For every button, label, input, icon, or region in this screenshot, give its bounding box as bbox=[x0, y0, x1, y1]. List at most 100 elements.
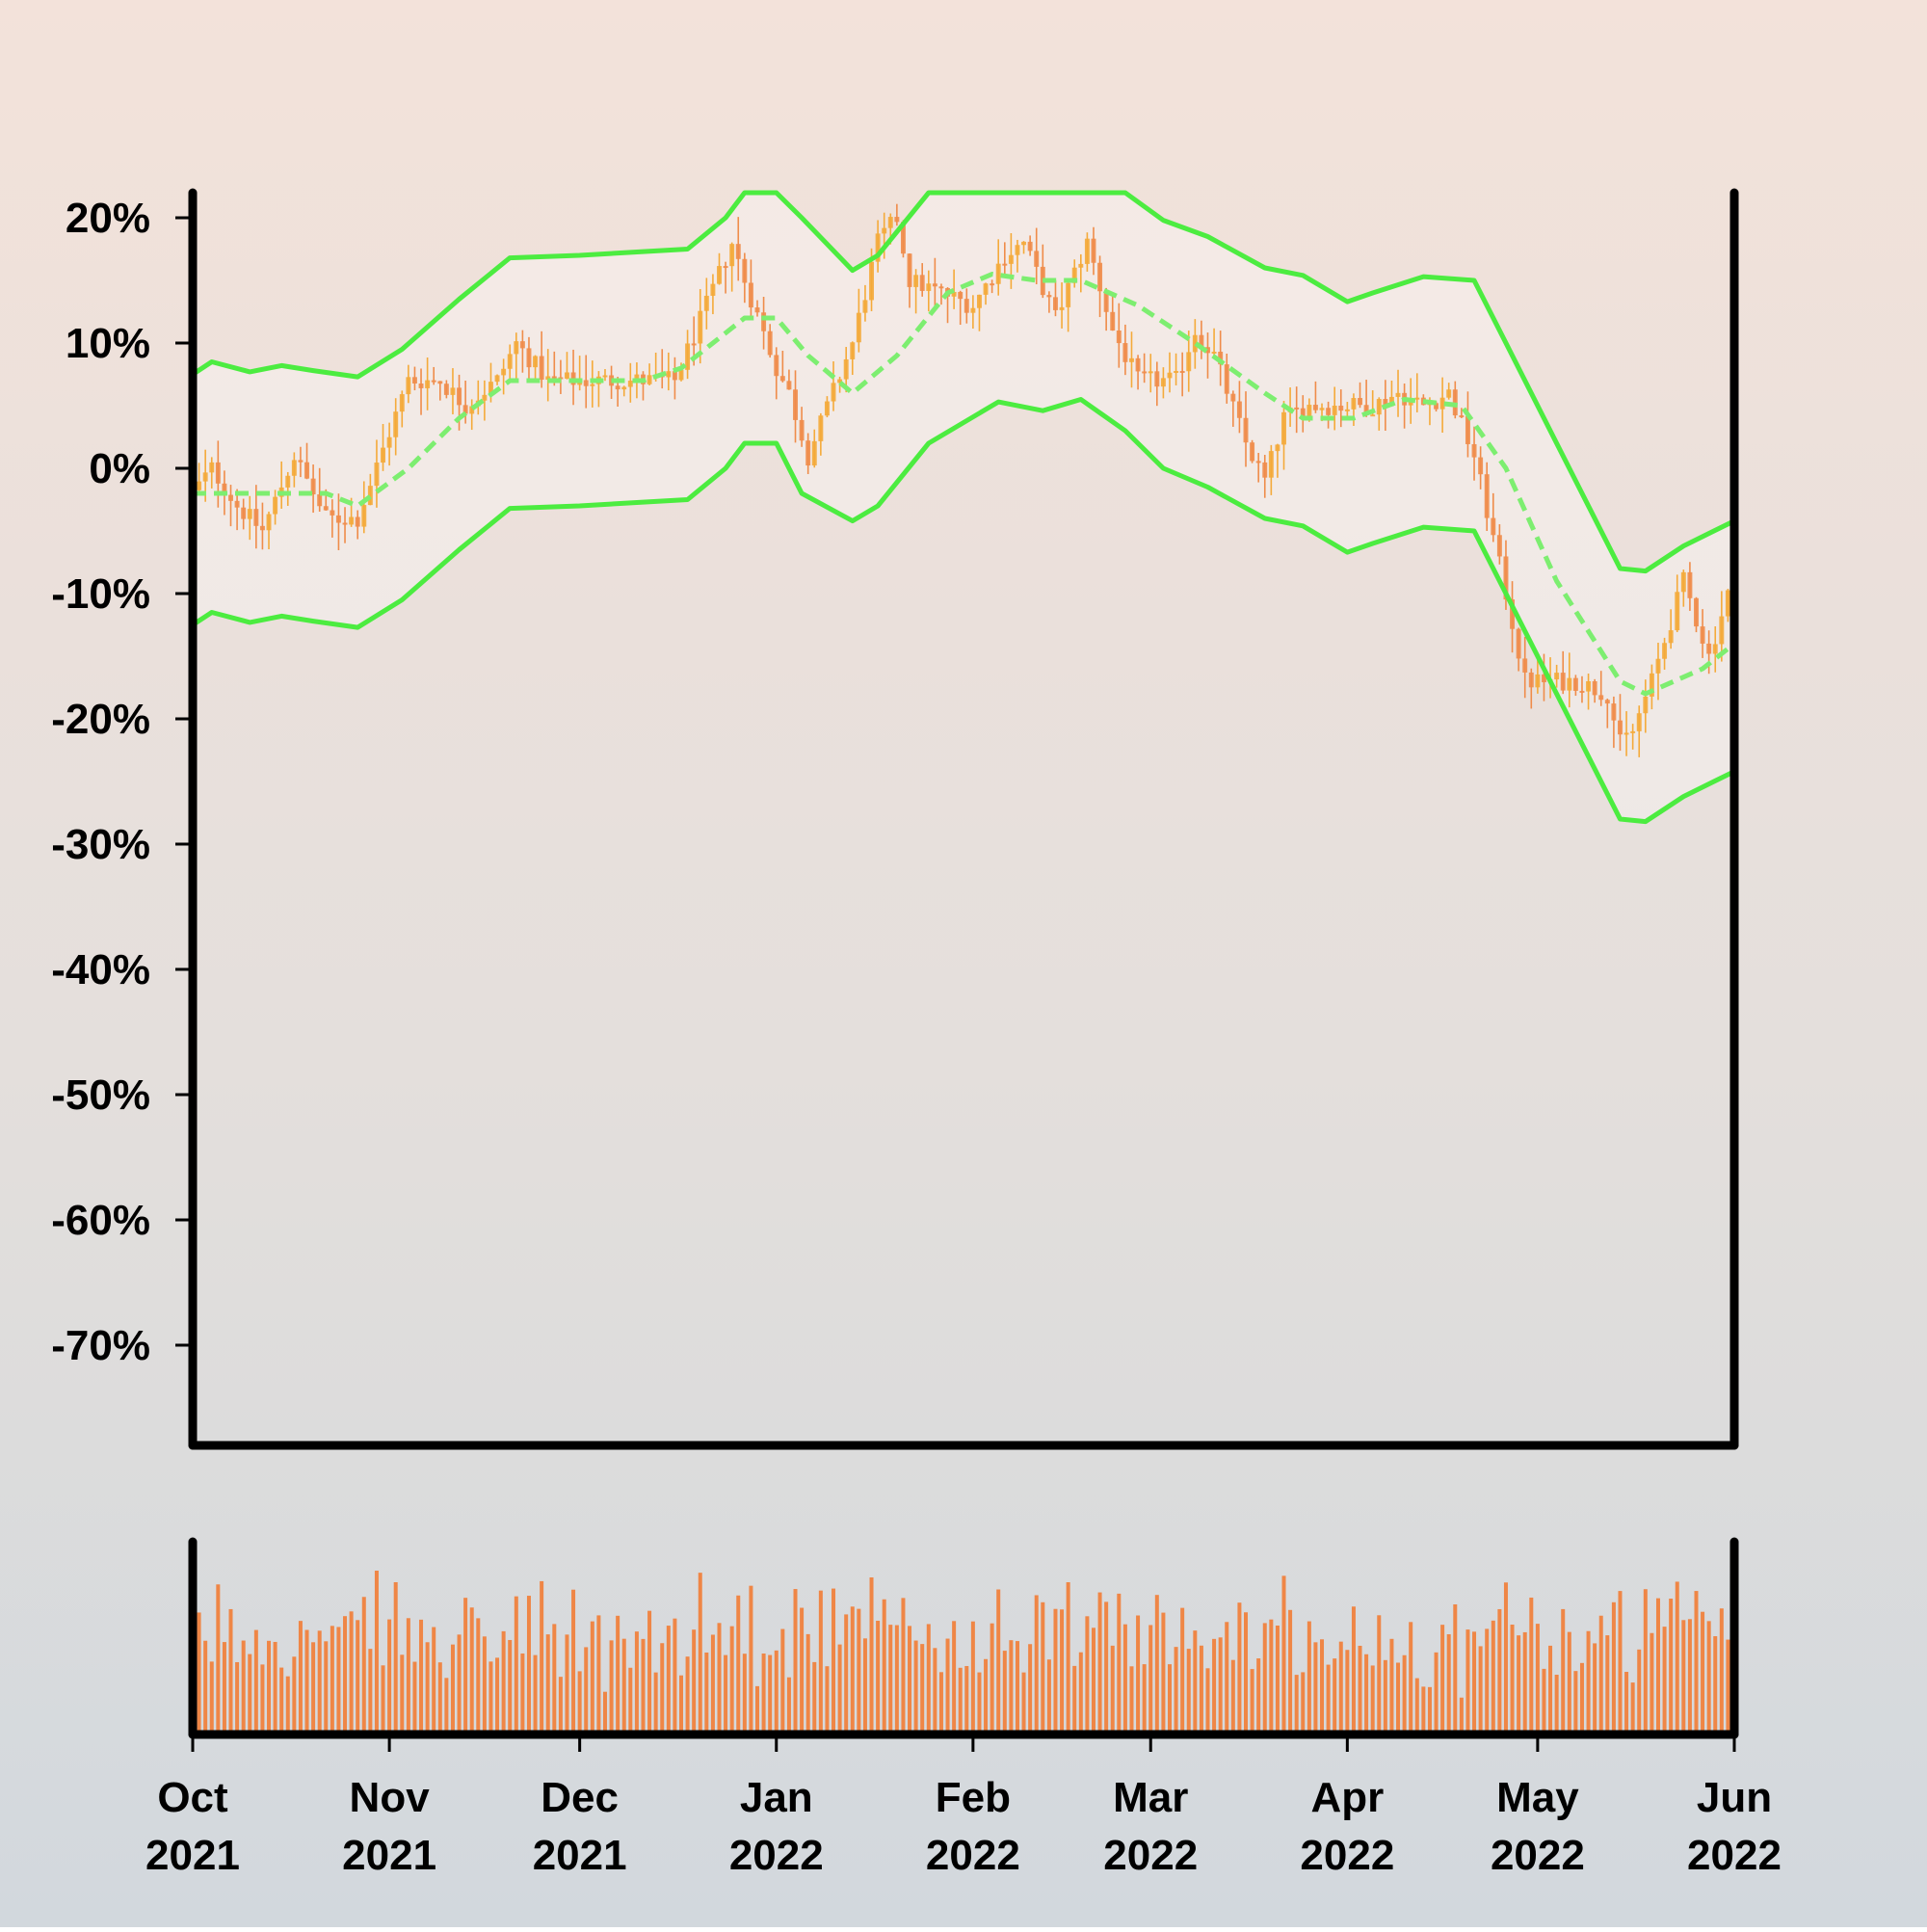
volume-bar bbox=[1389, 1638, 1394, 1734]
candle bbox=[1687, 562, 1693, 611]
candle bbox=[361, 481, 367, 534]
x-tick-month: Apr bbox=[1310, 1774, 1384, 1821]
volume-bar bbox=[1015, 1641, 1019, 1734]
volume-bar bbox=[1294, 1675, 1299, 1734]
candle bbox=[519, 330, 525, 373]
candle bbox=[367, 473, 373, 506]
volume-bar bbox=[304, 1629, 309, 1734]
volume-bar bbox=[469, 1607, 474, 1734]
candle bbox=[1623, 711, 1629, 756]
candle bbox=[1586, 674, 1592, 710]
candle bbox=[1510, 581, 1516, 653]
y-tick-label: -10% bbox=[51, 570, 150, 618]
x-tick-month: Dec bbox=[541, 1774, 619, 1821]
candle bbox=[1535, 656, 1541, 694]
volume-bar bbox=[1009, 1640, 1014, 1734]
volume-bar bbox=[1307, 1621, 1311, 1734]
volume-bar bbox=[393, 1582, 398, 1734]
volume-bar bbox=[1427, 1686, 1432, 1734]
candle bbox=[1604, 698, 1610, 728]
volume-bar bbox=[267, 1640, 272, 1734]
candle bbox=[1192, 319, 1198, 369]
volume-bar bbox=[488, 1661, 493, 1734]
candle bbox=[1312, 381, 1318, 413]
volume-bar bbox=[1225, 1622, 1229, 1734]
candle bbox=[1275, 443, 1280, 478]
volume-bar bbox=[1199, 1645, 1203, 1734]
volume-bar bbox=[253, 1629, 258, 1734]
candle bbox=[1694, 596, 1699, 633]
candle bbox=[381, 424, 385, 471]
volume-bar bbox=[1262, 1623, 1267, 1734]
candle bbox=[514, 332, 519, 381]
candle bbox=[1471, 426, 1477, 481]
candle bbox=[875, 220, 881, 273]
volume-bar bbox=[1193, 1630, 1198, 1734]
candle bbox=[1528, 668, 1534, 709]
volume-bar bbox=[1021, 1672, 1026, 1734]
candle bbox=[824, 396, 830, 418]
volume-bar bbox=[1205, 1668, 1210, 1734]
volume-bar bbox=[368, 1649, 373, 1734]
volume-bar bbox=[361, 1597, 366, 1734]
volume-bar bbox=[381, 1665, 385, 1734]
volume-bar bbox=[977, 1672, 982, 1734]
volume-bar bbox=[1154, 1595, 1159, 1734]
volume-bar bbox=[729, 1626, 734, 1734]
candle bbox=[976, 294, 982, 331]
x-tick-month: Mar bbox=[1113, 1774, 1188, 1821]
candle bbox=[862, 284, 868, 322]
volume-bar bbox=[660, 1643, 665, 1734]
volume-bar bbox=[647, 1610, 652, 1734]
candle bbox=[1262, 455, 1268, 498]
volume-bar bbox=[584, 1647, 589, 1734]
candle bbox=[1338, 389, 1344, 428]
volume-bar bbox=[1034, 1595, 1039, 1734]
candle bbox=[228, 485, 233, 527]
y-tick-label: -30% bbox=[51, 821, 150, 868]
volume-bar bbox=[1554, 1674, 1559, 1734]
candle bbox=[1560, 650, 1566, 695]
volume-bar bbox=[1598, 1615, 1603, 1734]
candle bbox=[1053, 279, 1058, 317]
volume-bar bbox=[749, 1585, 753, 1734]
candle bbox=[818, 412, 824, 456]
candle bbox=[298, 446, 304, 478]
candle bbox=[234, 489, 240, 531]
candle bbox=[1491, 492, 1496, 543]
candle bbox=[767, 324, 773, 358]
volume-bar bbox=[698, 1573, 702, 1734]
candle bbox=[779, 351, 785, 383]
candle bbox=[335, 493, 341, 550]
volume-bar bbox=[336, 1627, 341, 1734]
volume-bar bbox=[1345, 1650, 1350, 1734]
volume-bar bbox=[1364, 1654, 1369, 1734]
volume-bar bbox=[577, 1671, 582, 1734]
volume-bar bbox=[1281, 1575, 1286, 1734]
volume-bar bbox=[1370, 1665, 1375, 1734]
moving-average-line bbox=[193, 272, 1736, 697]
volume-bar bbox=[920, 1644, 925, 1734]
candle bbox=[266, 511, 272, 550]
volume-bar bbox=[1605, 1635, 1610, 1734]
y-tick-label: -60% bbox=[51, 1197, 150, 1244]
candle bbox=[926, 270, 932, 312]
candle bbox=[342, 507, 348, 543]
volume-bar bbox=[273, 1641, 277, 1734]
candle bbox=[1712, 625, 1718, 673]
candle bbox=[672, 357, 677, 400]
volume-bar bbox=[1409, 1622, 1413, 1734]
volume-bar bbox=[228, 1608, 233, 1734]
volume-bar bbox=[768, 1654, 773, 1734]
candle bbox=[374, 439, 380, 508]
candle bbox=[856, 288, 861, 353]
candle bbox=[425, 357, 431, 410]
volume-bar bbox=[724, 1654, 728, 1734]
volume-bar bbox=[1713, 1636, 1718, 1734]
volume-bar bbox=[387, 1619, 392, 1734]
volume-bar bbox=[933, 1648, 937, 1734]
candle bbox=[1332, 386, 1337, 431]
volume-bar bbox=[1434, 1652, 1439, 1734]
volume-bar bbox=[1351, 1606, 1356, 1734]
